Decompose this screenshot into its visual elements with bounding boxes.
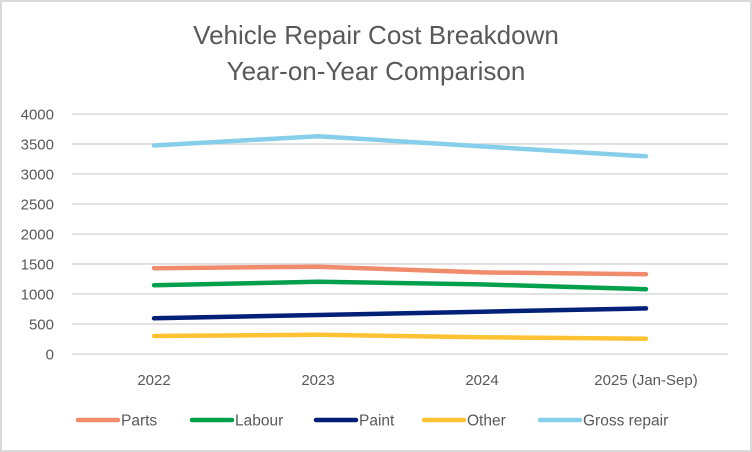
y-axis-ticks: 0 500 1000 1500 2000 2500 3000 3500 4000 [21, 107, 54, 364]
x-tick-label: 2024 [465, 372, 498, 389]
gridlines [72, 113, 728, 355]
series-line [151, 133, 649, 159]
series-line [151, 306, 649, 321]
legend-label: Other [467, 413, 506, 430]
legend-label: Labour [235, 413, 283, 430]
legend-item: Paint [313, 413, 395, 430]
series-other [151, 332, 649, 341]
series-lines [151, 133, 649, 341]
y-tick-label: 2000 [21, 227, 54, 244]
series-line [151, 279, 649, 292]
chart-title-line-1: Vehicle Repair Cost Breakdown [193, 20, 559, 50]
legend-item: Gross repair [537, 413, 668, 430]
legend-label: Gross repair [583, 413, 668, 430]
y-tick-label: 4000 [21, 107, 54, 124]
y-tick-label: 1500 [21, 257, 54, 274]
series-line [151, 264, 649, 277]
x-tick-label: 2023 [301, 372, 334, 389]
series-parts [151, 264, 649, 277]
y-tick-label: 1000 [21, 287, 54, 304]
x-tick-label: 2025 (Jan-Sep) [594, 372, 697, 389]
chart-title-line-2: Year-on-Year Comparison [227, 56, 526, 86]
series-gross-repair [151, 133, 649, 159]
legend-label: Paint [359, 413, 395, 430]
series-paint [151, 306, 649, 321]
y-tick-label: 0 [46, 347, 54, 364]
x-axis-ticks: 2022 2023 2024 2025 (Jan-Sep) [137, 372, 697, 389]
series-labour [151, 279, 649, 292]
y-tick-label: 3500 [21, 137, 54, 154]
y-tick-label: 3000 [21, 167, 54, 184]
legend-item: Labour [189, 413, 283, 430]
x-tick-label: 2022 [137, 372, 170, 389]
legend: Parts Labour Paint Other Gross repair [75, 413, 668, 430]
y-tick-label: 500 [29, 317, 54, 334]
legend-item: Other [421, 413, 506, 430]
series-line [151, 332, 649, 341]
legend-label: Parts [121, 413, 157, 430]
y-tick-label: 2500 [21, 197, 54, 214]
legend-item: Parts [75, 413, 157, 430]
